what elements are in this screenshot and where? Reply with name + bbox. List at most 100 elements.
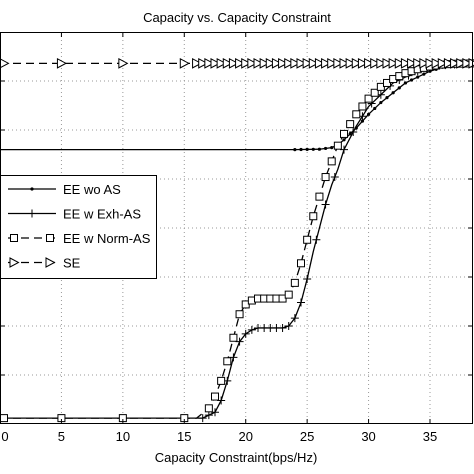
marker-triangle xyxy=(413,58,424,69)
marker-square xyxy=(284,290,293,299)
legend-label: EE w Norm-AS xyxy=(63,231,151,246)
x-tick-label: 10 xyxy=(116,429,130,444)
marker-triangle xyxy=(443,58,454,69)
marker-square xyxy=(223,357,232,366)
marker-dot xyxy=(360,119,365,123)
marker-square xyxy=(46,234,54,242)
marker-triangle xyxy=(198,58,209,69)
marker-triangle xyxy=(462,58,473,69)
marker-dot xyxy=(348,132,352,136)
marker-dot xyxy=(330,146,334,150)
marker-plus xyxy=(198,414,207,423)
marker-square xyxy=(204,404,213,413)
legend-label: SE xyxy=(63,256,81,271)
marker-triangle xyxy=(327,58,338,69)
marker-square xyxy=(10,234,18,242)
marker-square xyxy=(364,94,373,103)
marker-square xyxy=(297,259,305,268)
marker-dot xyxy=(391,91,395,95)
marker-square xyxy=(217,376,226,385)
marker-triangle xyxy=(400,58,411,69)
marker-triangle xyxy=(271,58,282,69)
marker-triangle xyxy=(265,58,276,69)
marker-triangle xyxy=(118,58,129,69)
marker-triangle xyxy=(419,58,430,69)
marker-triangle xyxy=(407,58,418,69)
legend-item: EE w Exh-AS xyxy=(8,207,141,222)
legend-item: EE wo AS xyxy=(8,182,121,197)
marker-dot xyxy=(366,112,371,116)
legend: EE wo AS EE w Exh-AS EE w Norm-AS SE xyxy=(0,175,157,279)
marker-triangle xyxy=(345,58,356,69)
x-tick-label: 0 xyxy=(1,429,8,444)
marker-dot xyxy=(422,72,426,76)
marker-plus xyxy=(312,235,321,244)
marker-plus xyxy=(284,322,293,330)
series-ee-w-norm-as xyxy=(0,59,474,423)
marker-triangle xyxy=(9,257,20,268)
marker-triangle xyxy=(425,58,436,69)
marker-dot xyxy=(293,148,297,152)
marker-plus xyxy=(303,274,312,283)
marker-dot xyxy=(403,81,408,85)
marker-triangle xyxy=(339,58,350,69)
marker-triangle xyxy=(210,58,221,69)
marker-triangle xyxy=(247,58,258,69)
marker-square xyxy=(358,102,367,111)
marker-square xyxy=(340,129,348,138)
x-tick-label: 25 xyxy=(300,429,314,444)
marker-plus xyxy=(241,329,250,338)
marker-triangle xyxy=(456,58,467,69)
marker-square xyxy=(235,310,244,319)
marker-square xyxy=(303,235,312,244)
marker-triangle xyxy=(241,58,252,69)
marker-dot xyxy=(323,146,328,151)
marker-plus xyxy=(330,173,339,182)
marker-triangle xyxy=(235,58,246,69)
marker-triangle xyxy=(382,58,393,69)
marker-triangle xyxy=(351,58,362,69)
x-tick-label: 5 xyxy=(58,429,65,444)
marker-dot xyxy=(342,138,346,142)
marker-plus xyxy=(321,200,330,209)
legend-item: SE xyxy=(8,256,81,271)
marker-dot xyxy=(305,147,309,152)
marker-triangle xyxy=(394,58,405,69)
marker-plus xyxy=(290,314,299,323)
marker-square xyxy=(211,392,219,401)
x-axis-ticks: 0 5 10 15 20 25 30 35 xyxy=(0,32,473,444)
marker-dot xyxy=(311,147,315,151)
marker-triangle xyxy=(222,58,233,69)
marker-dot xyxy=(416,75,420,79)
marker-square xyxy=(229,333,238,342)
marker-plus xyxy=(28,209,36,218)
marker-triangle xyxy=(450,58,461,69)
marker-plus xyxy=(247,325,256,334)
marker-square xyxy=(321,173,330,182)
marker-triangle xyxy=(45,257,56,268)
marker-triangle xyxy=(0,58,10,69)
marker-square xyxy=(352,110,361,119)
marker-square xyxy=(327,157,336,166)
marker-triangle xyxy=(431,58,442,69)
marker-triangle xyxy=(179,58,190,69)
marker-square xyxy=(346,120,355,129)
legend-label: EE wo AS xyxy=(63,182,121,197)
marker-dot xyxy=(379,100,383,105)
marker-dot xyxy=(373,106,377,111)
chart-title: Capacity vs. Capacity Constraint xyxy=(143,10,331,25)
marker-triangle xyxy=(437,58,448,69)
marker-dot xyxy=(385,96,389,100)
x-axis-label: Capacity Constraint(bps/Hz) xyxy=(155,450,318,465)
marker-triangle xyxy=(259,58,270,69)
grid xyxy=(0,32,473,424)
legend-item: EE w Norm-AS xyxy=(8,231,151,246)
marker-plus xyxy=(297,298,305,307)
marker-square xyxy=(290,278,299,287)
marker-triangle xyxy=(284,58,295,69)
marker-triangle xyxy=(376,58,387,69)
x-tick-label: 30 xyxy=(361,429,375,444)
marker-square xyxy=(315,192,324,201)
marker-triangle xyxy=(56,58,67,69)
